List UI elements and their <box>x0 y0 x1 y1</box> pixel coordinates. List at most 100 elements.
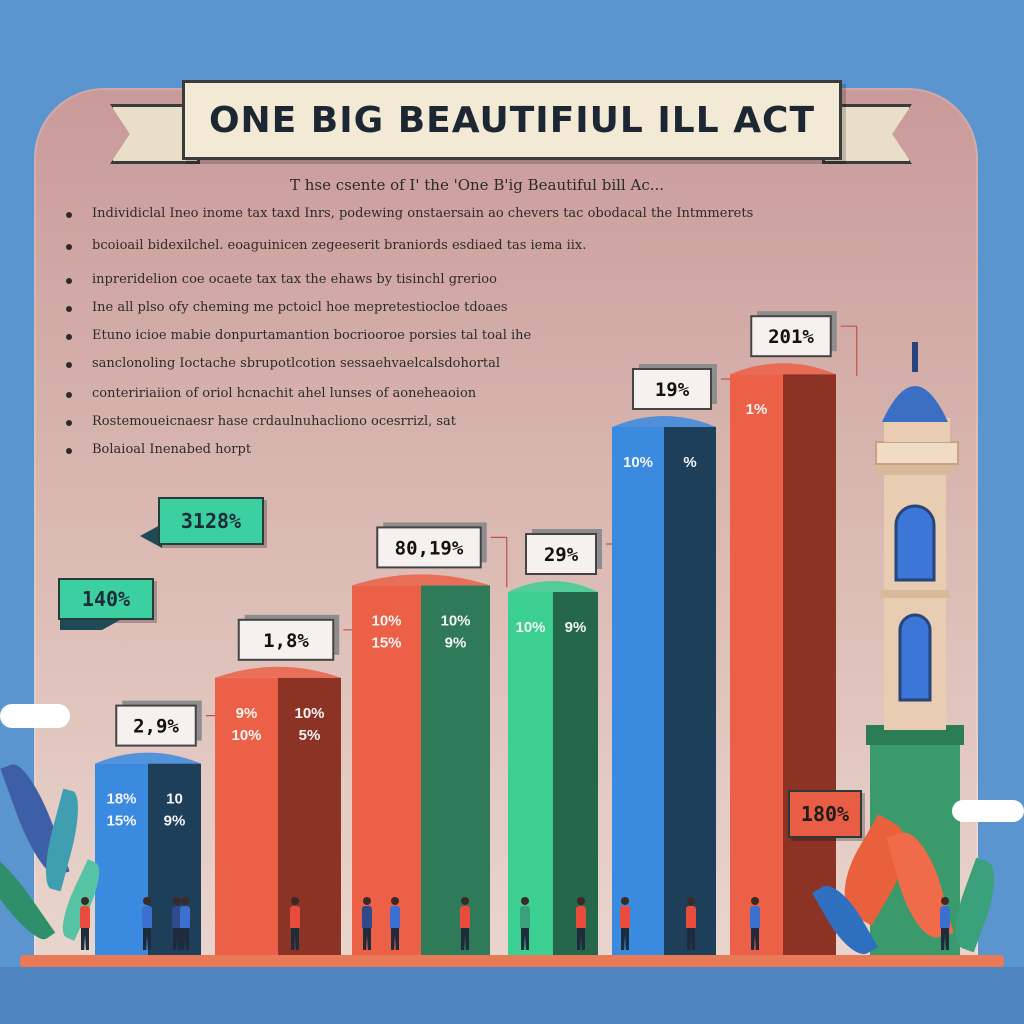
value-label: 80,19% <box>395 537 464 559</box>
callout-tag-right: 180% <box>788 790 862 838</box>
bar-side <box>553 592 598 955</box>
bar-side <box>664 427 716 955</box>
person-icon <box>142 897 152 950</box>
bar-front <box>215 677 278 955</box>
value-label: 19% <box>655 379 690 401</box>
value-label-box <box>115 704 197 747</box>
bar-cap <box>508 581 598 592</box>
bar-inner-label: % <box>683 454 696 471</box>
cloud-right <box>952 800 1024 822</box>
bar-cap <box>215 666 341 678</box>
bar-inner-label: 15% <box>106 813 136 830</box>
value-label: 29% <box>544 544 579 566</box>
value-label: 201% <box>768 326 814 348</box>
bar-inner-label: 10% <box>440 612 470 629</box>
bar-side <box>421 585 490 955</box>
bullet-dot-icon <box>66 334 72 340</box>
person-icon <box>520 897 530 950</box>
bullet-item: Individiclal Ineo inome tax taxd Inrs, p… <box>66 206 753 221</box>
bullet-dot-icon <box>66 420 72 426</box>
bar-inner-label: 9% <box>445 634 467 651</box>
bullet-item: bcoioail bidexilchel. eoaguinicen zegees… <box>66 238 586 253</box>
bullet-item: Bolaioal Inenabed horpt <box>66 442 251 457</box>
bullet-item: conteririaiion of oriol hcnachit ahel lu… <box>66 386 476 401</box>
person-icon <box>750 897 760 950</box>
ground-shadow <box>0 967 1024 1024</box>
value-label-box <box>750 315 832 358</box>
bar-front <box>95 763 148 955</box>
bullet-dot-icon <box>66 212 72 218</box>
bar-front <box>352 585 421 955</box>
bar-side <box>783 374 836 955</box>
bar-cap <box>95 752 201 764</box>
value-label-box <box>632 368 712 410</box>
bar-front <box>730 374 783 955</box>
bullet-text: sanclonoling Ioctache sbrupotlcotion ses… <box>92 356 501 371</box>
bar-inner-label: 9% <box>164 813 186 830</box>
bar-inner-label: 18% <box>106 791 136 808</box>
person-icon <box>172 897 182 950</box>
chart-subtitle: T hse csente of I' the 'One B'ig Beautif… <box>290 176 665 194</box>
bar-inner-label: 15% <box>371 634 401 651</box>
person-icon <box>80 897 90 950</box>
value-label-box <box>376 526 482 569</box>
bullet-text: Bolaioal Inenabed horpt <box>92 442 252 457</box>
bar-inner-label: 10 <box>166 791 183 808</box>
bar-inner-label: 10% <box>231 727 261 744</box>
bar-inner-label: 9% <box>236 705 258 722</box>
bar-inner-label: 10% <box>623 454 653 471</box>
bullet-dot-icon <box>66 244 72 250</box>
bullet-dot-icon <box>66 362 72 368</box>
bullet-item: Ine all plso ofy cheming me pctoicl hoe … <box>66 300 508 315</box>
bar-inner-label: 1% <box>746 401 768 418</box>
title-banner: ONE BIG BEAUTIFIUL ILL ACT <box>182 80 842 160</box>
bullet-item: sanclonoling Ioctache sbrupotlcotion ses… <box>66 356 500 371</box>
bullet-text: bcoioail bidexilchel. eoaguinicen zegees… <box>92 238 587 253</box>
bar-cap <box>612 416 716 427</box>
bar-inner-label: 10% <box>515 619 545 636</box>
tag-arrow-icon <box>140 524 162 548</box>
bullet-item: inpreridelion coe ocaete tax tax the eha… <box>66 272 497 287</box>
cloud-left <box>0 704 70 728</box>
chart-title: ONE BIG BEAUTIFIUL ILL ACT <box>208 99 816 141</box>
bar-inner-label: 10% <box>294 705 324 722</box>
person-icon <box>576 897 586 950</box>
person-icon <box>620 897 630 950</box>
bar-inner-label: 9% <box>565 619 587 636</box>
bullet-item: Rostemoueicnaesr hase crdaulnuhacliono o… <box>66 414 456 429</box>
bullet-dot-icon <box>66 392 72 398</box>
bullet-dot-icon <box>66 278 72 284</box>
callout-tag-lower: 140% <box>58 578 154 620</box>
bar-side <box>278 677 341 955</box>
person-icon <box>180 897 190 950</box>
person-icon <box>940 897 950 950</box>
value-label: 2,9% <box>133 716 179 738</box>
bullet-item: Etuno icioe mabie donpurtamantion bocrio… <box>66 328 531 343</box>
bullet-text: Ine all plso ofy cheming me pctoicl hoe … <box>92 300 508 315</box>
tag-pointer-icon <box>60 620 120 630</box>
bar-cap <box>352 574 490 586</box>
bar-front <box>508 592 553 955</box>
person-icon <box>290 897 300 950</box>
person-icon <box>390 897 400 950</box>
value-label-box <box>525 533 597 575</box>
bar-front <box>612 427 664 955</box>
bullet-dot-icon <box>66 448 72 454</box>
bullet-dot-icon <box>66 306 72 312</box>
tower-illustration <box>866 342 964 960</box>
bar-inner-label: 5% <box>299 727 321 744</box>
person-icon <box>686 897 696 950</box>
callout-tag-upper: 3128% <box>158 497 264 545</box>
bullet-text: Rostemoueicnaesr hase crdaulnuhacliono o… <box>92 414 457 429</box>
person-icon <box>460 897 470 950</box>
person-icon <box>362 897 372 950</box>
bullet-text: Individiclal Ineo inome tax taxd Inrs, p… <box>92 206 754 221</box>
bar-inner-label: 10% <box>371 612 401 629</box>
value-label-box <box>237 618 335 661</box>
ground-strip <box>20 955 1004 967</box>
value-label: 1,8% <box>263 630 309 652</box>
bullet-text: inpreridelion coe ocaete tax tax the eha… <box>92 272 497 287</box>
bullet-text: conteririaiion of oriol hcnachit ahel lu… <box>92 386 477 401</box>
